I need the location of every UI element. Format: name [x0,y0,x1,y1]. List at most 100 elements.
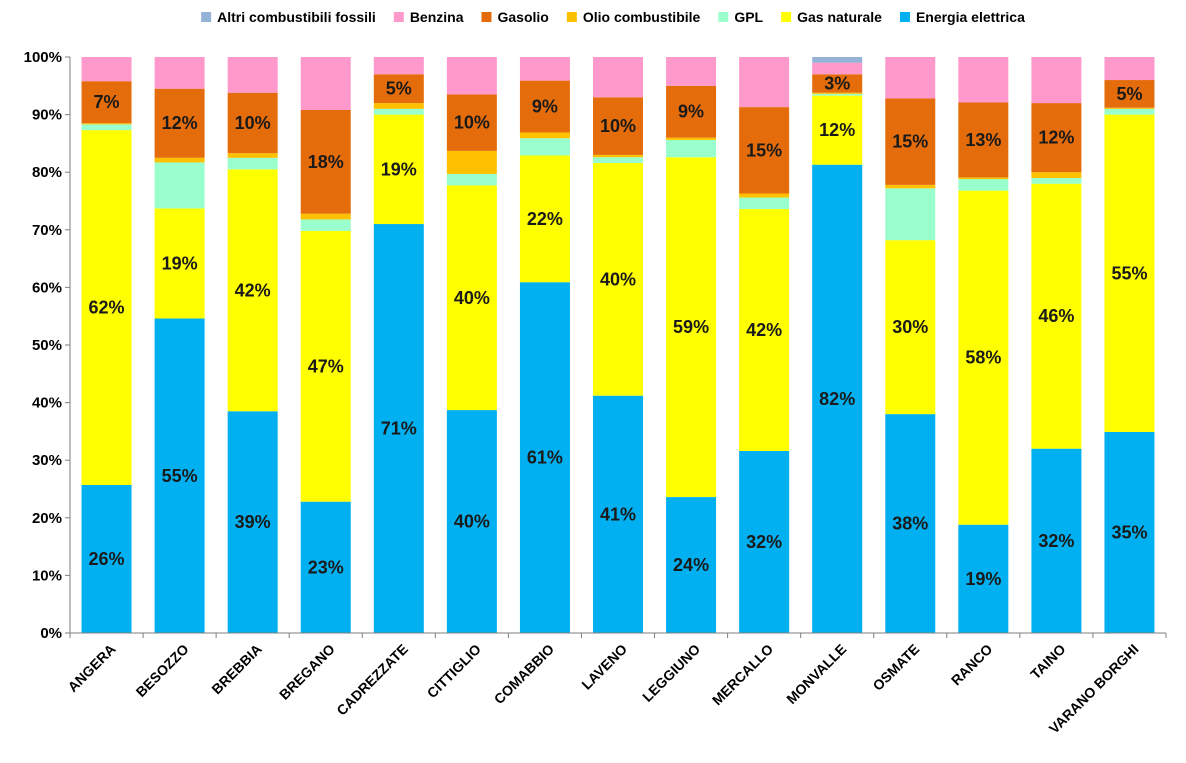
bar-segment-cittiglio-gas-naturale [446,185,497,411]
bar-segment-monvalle-gasolio [812,74,863,93]
bar-segment-monvalle-altri-combustibili-fossili [812,57,863,63]
data-label-osmate-energia-elettrica: 38% [892,514,928,534]
data-label-besozzo-gas-naturale: 19% [162,253,198,273]
data-label-varano-borghi-energia-elettrica: 35% [1111,522,1147,542]
data-label-besozzo-energia-elettrica: 55% [162,466,198,486]
bar-segment-ranco-gasolio [958,102,1009,178]
bar-segment-osmate-energia-elettrica [885,414,936,633]
bar-segment-ranco-gpl [958,179,1009,191]
legend-swatch-energia-elettrica [899,12,910,22]
data-label-brebbia-gasolio: 10% [235,113,271,133]
bar-segment-mercallo-gas-naturale [739,209,790,451]
bar-segment-brebbia-gas-naturale [227,169,278,412]
legend-label-energia-elettrica: Energia elettrica [916,9,1025,25]
data-label-ranco-gas-naturale: 58% [965,348,1001,368]
x-tick-label-comabbio: COMABBIO [491,641,557,707]
data-label-mercallo-energia-elettrica: 32% [746,532,782,552]
bar-segment-mercallo-olio-combustibile [739,193,790,198]
bar-segment-cadrezzate-gasolio [373,74,424,104]
y-tick-label: 50% [32,337,62,354]
bar-segment-cittiglio-energia-elettrica [446,410,497,633]
bar-segment-besozzo-energia-elettrica [154,318,205,633]
data-label-laveno-gasolio: 10% [600,116,636,136]
bar-segment-comabbio-gasolio [519,80,570,133]
bar-segment-osmate-gas-naturale [885,240,936,415]
y-tick-label: 60% [32,279,62,296]
x-tick-label-mercallo: MERCALLO [709,641,776,708]
data-label-cittiglio-gasolio: 10% [454,113,490,133]
y-tick-label: 70% [32,222,62,239]
bar-segment-angera-gpl [81,124,132,131]
data-label-mercallo-gas-naturale: 42% [746,320,782,340]
bar-segment-ranco-energia-elettrica [958,524,1009,633]
bar-segment-monvalle-energia-elettrica [812,164,863,633]
bar-segment-besozzo-gasolio [154,88,205,158]
data-label-besozzo-gasolio: 12% [162,113,198,133]
data-label-laveno-energia-elettrica: 41% [600,504,636,524]
legend-swatch-gasolio [481,12,492,22]
data-label-monvalle-gasolio: 3% [824,73,850,93]
legend-swatch-olio-combustibile [566,12,577,22]
data-label-varano-borghi-gas-naturale: 55% [1111,263,1147,283]
bar-segment-cittiglio-gpl [446,173,497,186]
legend-swatch-gas-naturale [781,12,792,22]
bar-segment-angera-benzina [81,57,132,82]
data-label-cadrezzate-energia-elettrica: 71% [381,419,417,439]
data-label-monvalle-gas-naturale: 12% [819,120,855,140]
bar-segment-bregano-benzina [300,57,351,110]
data-label-taino-energia-elettrica: 32% [1038,531,1074,551]
bars: 26% 62% 7% 55% 19% 12% 39% 42% 10% 23% 47% 18% 71% 19… [81,57,1155,634]
bar-segment-angera-olio-combustibile [81,123,132,125]
bar-segment-comabbio-energia-elettrica [519,282,570,633]
bar-segment-leggiuno-olio-combustibile [666,137,717,140]
bar-segment-laveno-olio-combustibile [593,154,643,158]
data-label-leggiuno-gas-naturale: 59% [673,317,709,337]
bar-segment-bregano-gas-naturale [300,230,351,502]
bar-segment-cadrezzate-gas-naturale [373,114,424,225]
bar-segment-varano-borghi-gpl [1104,108,1155,115]
x-tick-label-angera: ANGERA [64,641,118,695]
x-tick-label-laveno: LAVENO [578,641,630,693]
bar-segment-mercallo-energia-elettrica [739,450,790,633]
bar-segment-varano-borghi-energia-elettrica [1104,431,1155,633]
y-axis: 0% 10% 20% 30% 40% 50% 60% 70% 80% 90% 100% [24,49,71,642]
bar-segment-cadrezzate-olio-combustibile [373,103,424,109]
bar-segment-brebbia-benzina [227,57,278,93]
x-tick-label-monvalle: MONVALLE [783,641,849,707]
bar-segment-angera-energia-elettrica [81,484,132,633]
legend-label-benzina: Benzina [410,9,464,25]
legend-swatch-benzina [393,12,404,22]
bar-segment-leggiuno-gas-naturale [666,157,717,498]
bar-segment-angera-gas-naturale [81,130,132,485]
x-tick-label-besozzo: BESOZZO [133,641,192,700]
data-label-ranco-energia-elettrica: 19% [965,569,1001,589]
y-tick-label: 10% [32,567,62,584]
bar-segment-monvalle-olio-combustibile [812,92,863,94]
bar-segment-besozzo-gpl [154,162,205,209]
data-label-taino-gas-naturale: 46% [1038,306,1074,326]
bar-segment-cittiglio-gasolio [446,94,497,151]
data-label-comabbio-gasolio: 9% [532,97,558,117]
y-tick-label: 100% [24,49,62,66]
bar-segment-besozzo-gas-naturale [154,208,205,319]
bar-segment-leggiuno-gpl [666,139,717,158]
x-tick-label-bregano: BREGANO [276,641,338,703]
legend-label-gas-naturale: Gas naturale [797,9,882,25]
y-tick-label: 90% [32,107,62,124]
y-tick-label: 0% [40,625,62,642]
bar-segment-laveno-gasolio [593,97,643,155]
bar-segment-brebbia-olio-combustibile [227,153,278,158]
bar-segment-taino-olio-combustibile [1031,172,1082,178]
bar-segment-varano-borghi-gas-naturale [1104,114,1155,432]
bar-segment-varano-borghi-olio-combustibile [1104,107,1155,109]
bar-segment-besozzo-olio-combustibile [154,157,205,163]
data-label-osmate-gas-naturale: 30% [892,317,928,337]
x-tick-label-cittiglio: CITTIGLIO [424,641,484,701]
legend: Altri combustibili fossili Benzina Gasolio… [201,9,1025,25]
data-label-comabbio-gas-naturale: 22% [527,209,563,229]
legend-label-gasolio: Gasolio [498,9,549,25]
data-label-cadrezzate-gas-naturale: 19% [381,159,417,179]
data-label-bregano-gas-naturale: 47% [308,356,344,376]
bar-segment-bregano-gpl [300,219,351,231]
